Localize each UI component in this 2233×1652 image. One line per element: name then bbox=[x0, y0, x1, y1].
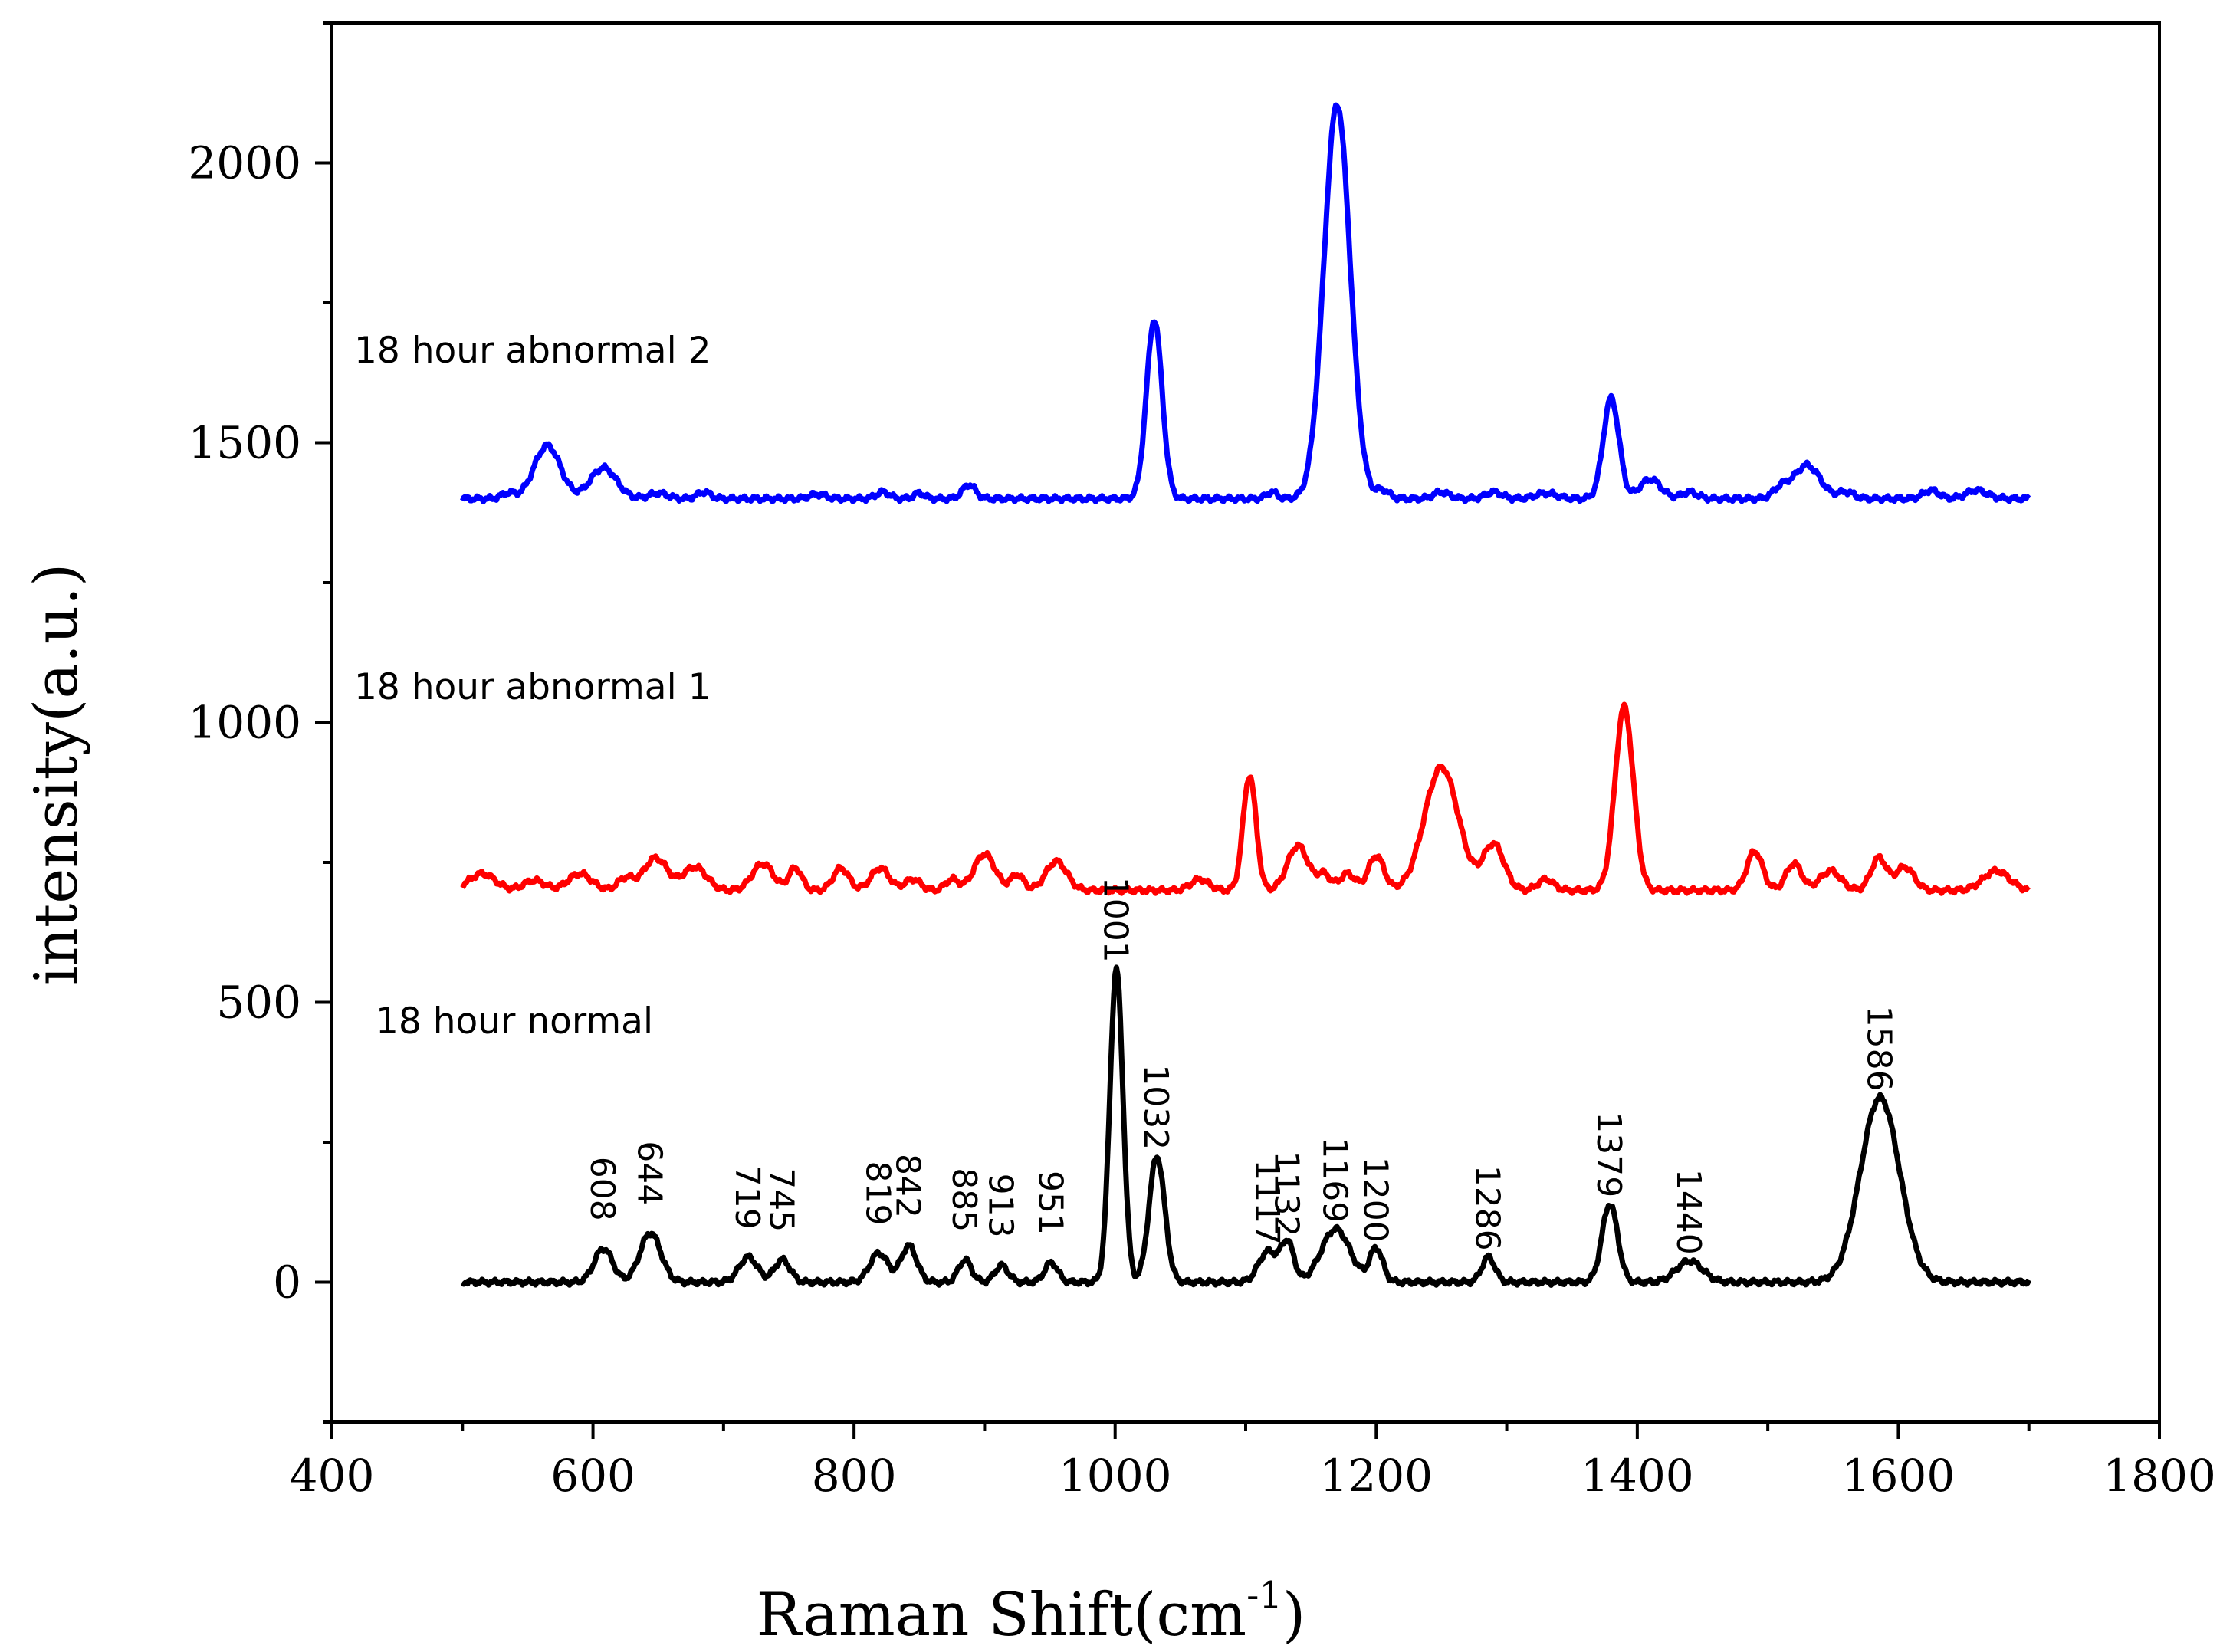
series-line-1 bbox=[460, 701, 2031, 896]
y-axis-title: intensity(a.u.) bbox=[22, 563, 91, 986]
y-axis-ticks: 0 500 1000 1500 2000 bbox=[188, 21, 332, 1424]
series-label-normal: 18 hour normal bbox=[376, 1000, 653, 1043]
series-line-2 bbox=[460, 102, 2031, 504]
y-tick-label: 2000 bbox=[188, 137, 301, 189]
peak-label: 644 bbox=[630, 1141, 669, 1205]
x-tick-label: 400 bbox=[290, 1450, 375, 1502]
peak-label: 1200 bbox=[1355, 1157, 1394, 1243]
peak-label: 1586 bbox=[1860, 1006, 1899, 1092]
peak-label: 1286 bbox=[1468, 1165, 1507, 1251]
peak-label: 913 bbox=[981, 1174, 1020, 1238]
peak-label: 608 bbox=[583, 1157, 622, 1221]
peak-label: 1032 bbox=[1136, 1064, 1175, 1150]
peak-label: 719 bbox=[727, 1165, 767, 1230]
peak-label: 745 bbox=[762, 1168, 801, 1232]
peak-label: 1132 bbox=[1267, 1151, 1306, 1237]
y-tick-label: 0 bbox=[273, 1256, 301, 1309]
peak-label: 951 bbox=[1030, 1171, 1069, 1235]
peak-label: 819 bbox=[859, 1161, 898, 1226]
x-axis-title-suffix: ) bbox=[1282, 1581, 1305, 1650]
y-tick-label: 1000 bbox=[188, 697, 301, 749]
x-axis-title: Raman Shift(cm-1) bbox=[757, 1574, 1306, 1650]
y-tick-label: 500 bbox=[216, 977, 301, 1029]
peak-label: 1117 bbox=[1247, 1159, 1286, 1245]
series-label-abnormal-2: 18 hour abnormal 2 bbox=[354, 330, 711, 372]
series-lines bbox=[460, 102, 2031, 1288]
peak-label: 1379 bbox=[1589, 1112, 1628, 1197]
peak-label: 1440 bbox=[1669, 1169, 1708, 1255]
series-label-abnormal-1: 18 hour abnormal 1 bbox=[354, 666, 711, 708]
series-labels: 18 hour abnormal 2 18 hour abnormal 1 18… bbox=[354, 330, 711, 1043]
x-tick-label: 1200 bbox=[1319, 1450, 1433, 1502]
x-axis-title-main: Raman Shift(cm bbox=[757, 1581, 1246, 1650]
x-tick-label: 1000 bbox=[1059, 1450, 1172, 1502]
x-tick-label: 1800 bbox=[2103, 1450, 2216, 1502]
x-tick-label: 600 bbox=[550, 1450, 635, 1502]
peak-label: 1169 bbox=[1315, 1137, 1355, 1223]
peak-label: 885 bbox=[944, 1168, 984, 1232]
x-tick-label: 1600 bbox=[1842, 1450, 1956, 1502]
peak-label: 842 bbox=[888, 1154, 928, 1218]
x-axis-ticks: 400 600 800 1000 1200 1400 1600 1800 bbox=[290, 1422, 2216, 1502]
peak-label: 1001 bbox=[1095, 877, 1135, 963]
y-tick-label: 1500 bbox=[188, 417, 301, 469]
x-axis-title-superscript: -1 bbox=[1246, 1574, 1282, 1617]
x-tick-label: 800 bbox=[812, 1450, 897, 1502]
series-line-0 bbox=[460, 964, 2031, 1288]
x-tick-label: 1400 bbox=[1581, 1450, 1694, 1502]
